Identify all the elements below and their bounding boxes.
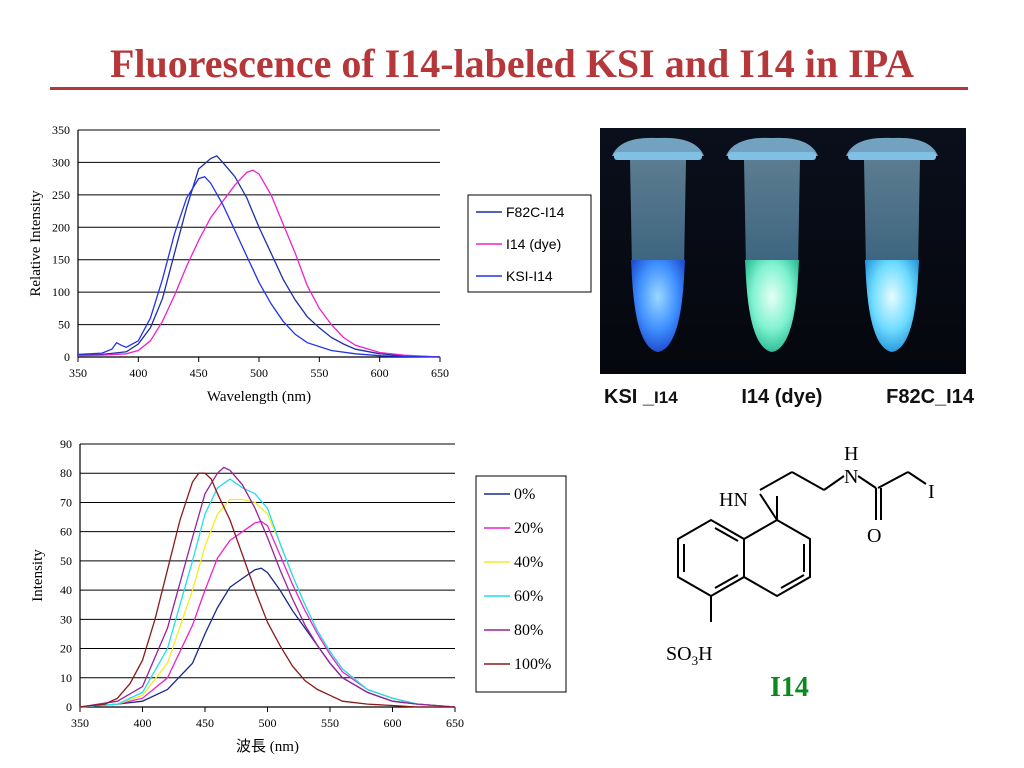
atom-o: O [867, 525, 881, 547]
legend-entry: 60% [514, 588, 543, 605]
x-axis-label: 波長 (nm) [236, 738, 299, 755]
legend-box [475, 475, 567, 693]
x-tick-label: 600 [384, 716, 402, 730]
x-tick-label: 400 [129, 366, 147, 380]
legend-entry: F82C-I14 [506, 204, 565, 220]
x-tick-label: 450 [190, 366, 208, 380]
y-tick-label: 30 [60, 612, 72, 626]
x-tick-label: 400 [134, 716, 152, 730]
y-tick-label: 0 [66, 700, 72, 714]
tube-i14-dye [726, 137, 818, 352]
tube-labels: KSI _I14 I14 (dye) F82C_I14 [604, 386, 974, 409]
y-tick-label: 100 [52, 285, 70, 299]
x-axis-label: Wavelength (nm) [207, 389, 311, 405]
x-tick-label: 550 [310, 366, 328, 380]
slide-title: Fluorescence of I14-labeled KSI and I14 … [109, 41, 915, 86]
x-tick-label: 500 [250, 366, 268, 380]
y-tick-label: 20 [60, 642, 72, 656]
x-tick-label: 450 [196, 716, 214, 730]
x-tick-label: 550 [321, 716, 339, 730]
y-tick-label: 60 [60, 525, 72, 539]
y-tick-label: 90 [60, 437, 72, 451]
tube-label-ksi: KSI _I14 [604, 386, 678, 408]
atom-n: N [844, 466, 858, 488]
tube-label-f82c: F82C_I14 [886, 386, 974, 408]
series-line-2 [77, 175, 441, 358]
y-tick-label: 300 [52, 155, 70, 169]
series-line-0 [79, 567, 456, 708]
series-line-1 [79, 520, 456, 708]
y-tick-label: 150 [52, 253, 70, 267]
y-tick-label: 80 [60, 466, 72, 480]
y-tick-label: 10 [60, 671, 72, 685]
x-tick-label: 650 [446, 716, 464, 730]
legend-entry: 0% [514, 486, 535, 503]
y-tick-label: 250 [52, 188, 70, 202]
atom-hn: HN [719, 489, 748, 511]
tube-f82c-i14 [846, 137, 938, 352]
legend-entry: 100% [514, 656, 551, 673]
legend-entry: 40% [514, 554, 543, 571]
legend-entry: KSI-I14 [506, 268, 553, 284]
legend-entry: I14 (dye) [506, 236, 561, 252]
series-line-2 [79, 498, 456, 708]
series-line-4 [79, 466, 456, 708]
x-tick-label: 650 [431, 366, 449, 380]
x-tick-label: 350 [71, 716, 89, 730]
y-axis-label: Relative Intensity [28, 190, 44, 297]
title-underline [50, 87, 968, 90]
y-axis-label: Intensity [30, 549, 46, 602]
tubes-photo [600, 128, 966, 374]
atom-i: I [928, 481, 935, 503]
group-so3h: SO3H [666, 643, 713, 668]
legend-entry: 80% [514, 622, 543, 639]
x-tick-label: 350 [69, 366, 87, 380]
y-tick-label: 50 [60, 554, 72, 568]
x-tick-label: 500 [259, 716, 277, 730]
series-line-0 [77, 155, 441, 358]
series-line-3 [79, 478, 456, 708]
legend-entry: 20% [514, 520, 543, 537]
x-tick-label: 600 [371, 366, 389, 380]
compound-label: I14 [770, 672, 809, 703]
atom-h: H [844, 443, 858, 465]
tube-label-dye: I14 (dye) [741, 386, 823, 408]
tube-ksi-i14 [612, 137, 704, 352]
fluorescence-chart-bottom: 0 10 20 30 40 50 60 70 80 90 350 400 450 500 550 600 650… [30, 437, 567, 755]
y-tick-label: 200 [52, 220, 70, 234]
y-tick-label: 0 [64, 350, 70, 364]
series-line-5 [79, 472, 455, 708]
y-tick-label: 50 [58, 318, 70, 332]
y-tick-label: 70 [60, 495, 72, 509]
i14-structure: HN H N O I SO3H [666, 443, 935, 668]
y-tick-label: 40 [60, 583, 72, 597]
y-tick-label: 350 [52, 123, 70, 137]
series-line-1 [77, 169, 441, 358]
fluorescence-chart-top: 0 50 100 150 200 250 300 350 350 400 450 500 550 600 6… [28, 123, 592, 405]
